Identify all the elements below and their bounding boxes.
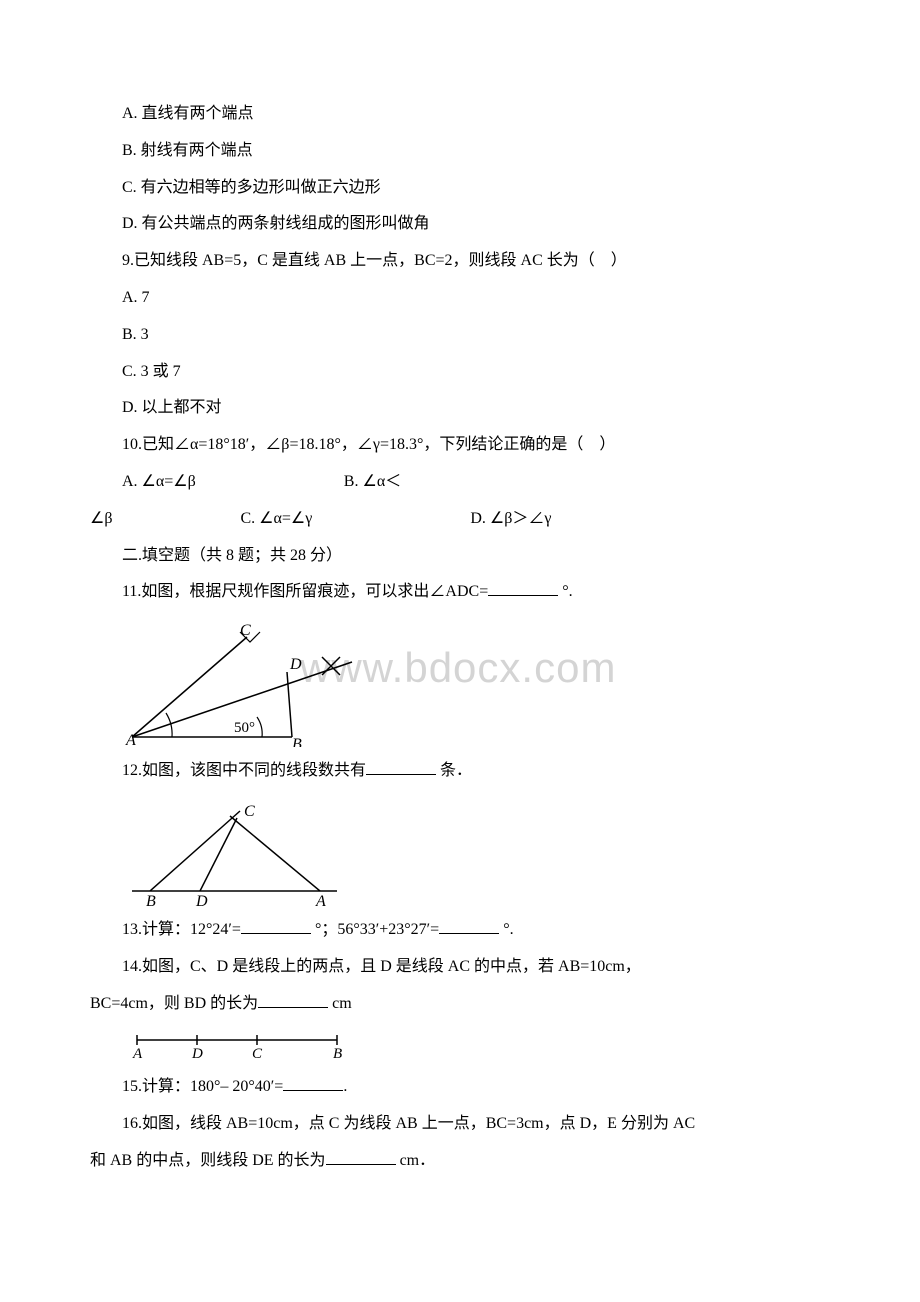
q9-option-c: C. 3 或 7 (90, 358, 830, 387)
q8-option-d: D. 有公共端点的两条射线组成的图形叫做角 (90, 210, 830, 239)
svg-text:B: B (146, 893, 156, 906)
q11-stem: 11.如图，根据尺规作图所留痕迹，可以求出∠ADC= °. (90, 578, 830, 607)
q11-stem-pre: 11.如图，根据尺规作图所留痕迹，可以求出∠ADC= (122, 583, 488, 600)
q13-post: °. (499, 921, 513, 938)
svg-text:C: C (252, 1046, 263, 1062)
q11-stem-post: °. (558, 583, 572, 600)
q12-figure: B D A C (122, 796, 830, 906)
q15-post: . (343, 1078, 347, 1095)
q13-blank1[interactable] (241, 918, 311, 934)
q14-blank[interactable] (258, 992, 328, 1008)
q10-stem: 10.已知∠α=18°18′，∠β=18.18°，∠γ=18.3°，下列结论正确… (90, 431, 830, 460)
svg-text:B: B (333, 1046, 342, 1062)
q8-option-b: B. 射线有两个端点 (90, 137, 830, 166)
svg-text:D: D (195, 893, 208, 906)
svg-text:A: A (315, 893, 326, 906)
q10-options-line1: A. ∠α=∠β B. ∠α＜ (90, 468, 830, 497)
q11-figure: A B C D 50° (122, 617, 830, 747)
q9-stem: 9.已知线段 AB=5，C 是直线 AB 上一点，BC=2，则线段 AC 长为（… (90, 247, 830, 276)
svg-text:A: A (125, 732, 136, 747)
q16-line2: 和 AB 的中点，则线段 DE 的长为 cm． (90, 1147, 830, 1176)
q15-stem: 15.计算：180°– 20°40′=. (90, 1073, 830, 1102)
q14-line2: BC=4cm，则 BD 的长为 cm (90, 990, 830, 1019)
q10-option-a: A. ∠α=∠β (122, 473, 196, 490)
q8-option-a: A. 直线有两个端点 (90, 100, 830, 129)
svg-text:C: C (244, 803, 255, 820)
q10-option-c: C. ∠α=∠γ (240, 510, 312, 527)
q15-pre: 15.计算：180°– 20°40′= (122, 1078, 283, 1095)
q11-blank[interactable] (488, 580, 558, 596)
q12-stem: 12.如图，该图中不同的线段数共有 条． (90, 757, 830, 786)
q12-blank[interactable] (366, 759, 436, 775)
q10-options-line2: ∠β C. ∠α=∠γ D. ∠β＞∠γ (90, 505, 830, 534)
q10-line3-prefix: ∠β (90, 510, 112, 527)
q14-line1: 14.如图，C、D 是线段上的两点，且 D 是线段 AC 的中点，若 AB=10… (90, 953, 830, 982)
q9-option-d: D. 以上都不对 (90, 394, 830, 423)
q9-option-a: A. 7 (90, 284, 830, 313)
svg-text:D: D (289, 656, 302, 673)
q14-figure: A D C B (122, 1028, 830, 1063)
section2-title: 二.填空题（共 8 题；共 28 分） (90, 542, 830, 571)
q16-blank[interactable] (326, 1149, 396, 1165)
q14-line2-post: cm (328, 995, 352, 1012)
svg-text:B: B (292, 736, 302, 747)
q13-mid: °；56°33′+23°27′= (311, 921, 439, 938)
q13-stem: 13.计算：12°24′= °；56°33′+23°27′= °. (90, 916, 830, 945)
q10-option-d: D. ∠β＞∠γ (470, 510, 551, 527)
q12-stem-post: 条． (436, 762, 472, 779)
q9-option-b: B. 3 (90, 321, 830, 350)
q8-option-c: C. 有六边相等的多边形叫做正六边形 (90, 174, 830, 203)
q10-option-b: B. ∠α＜ (344, 473, 401, 490)
q14-line2-pre: BC=4cm，则 BD 的长为 (90, 995, 258, 1012)
q13-blank2[interactable] (439, 918, 499, 934)
svg-text:50°: 50° (234, 720, 255, 736)
q15-blank[interactable] (283, 1075, 343, 1091)
svg-text:D: D (191, 1046, 203, 1062)
svg-text:C: C (240, 622, 251, 639)
q16-line1: 16.如图，线段 AB=10cm，点 C 为线段 AB 上一点，BC=3cm，点… (90, 1110, 830, 1139)
q16-line2-post: cm． (396, 1152, 436, 1169)
svg-text:A: A (132, 1046, 143, 1062)
q16-line2-pre: 和 AB 的中点，则线段 DE 的长为 (90, 1152, 326, 1169)
q13-pre1: 13.计算：12°24′= (122, 921, 241, 938)
q12-stem-pre: 12.如图，该图中不同的线段数共有 (122, 762, 366, 779)
